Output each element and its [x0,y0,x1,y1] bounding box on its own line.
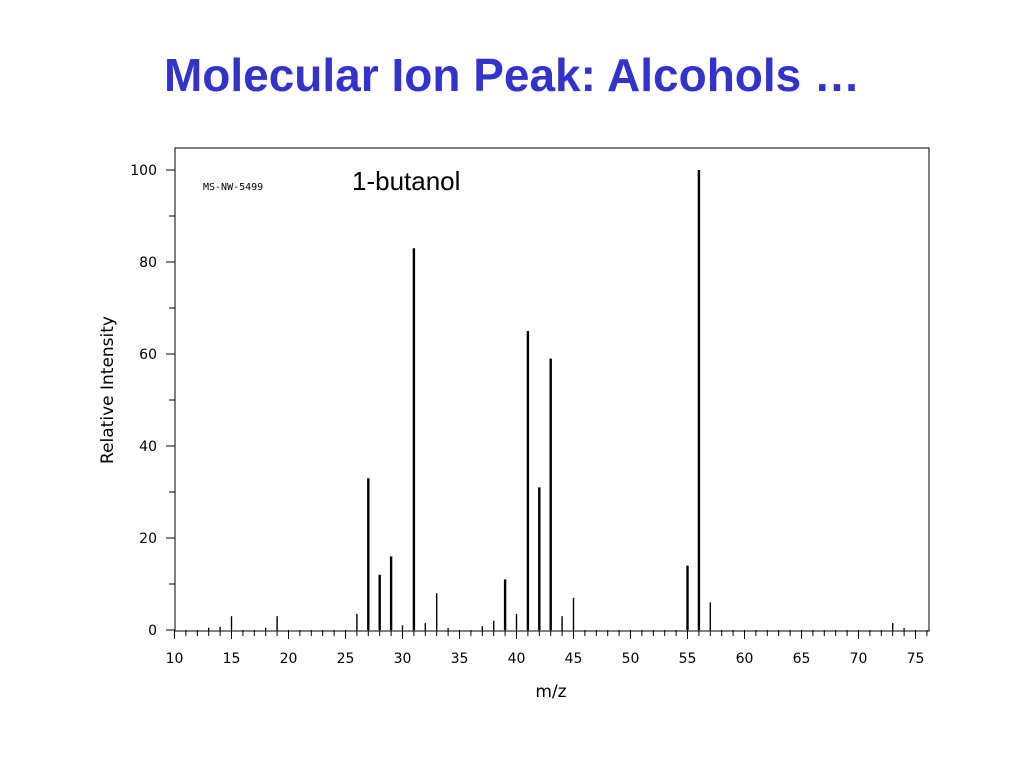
x-tick-label: 25 [337,651,355,667]
x-tick-label: 50 [622,651,640,667]
y-axis-title: Relative Intensity [98,316,118,464]
x-tick-label: 60 [736,651,754,667]
y-tick-label: 0 [148,623,157,639]
y-axis: 0 20 40 60 80 100 [130,163,175,639]
x-tick-label: 45 [565,651,583,667]
x-tick-label: 75 [907,651,925,667]
y-tick-label: 60 [139,347,157,363]
x-tick-label: 55 [679,651,697,667]
x-tick-label: 70 [850,651,868,667]
x-tick-label: 35 [451,651,469,667]
y-tick-label: 100 [130,163,157,179]
y-tick-label: 80 [139,255,157,271]
x-tick-label: 65 [793,651,811,667]
x-tick-label: 10 [166,651,184,667]
x-tick-label: 15 [223,651,241,667]
plot-frame [174,147,930,632]
x-tick-label: 40 [508,651,526,667]
x-tick-label: 20 [280,651,298,667]
x-axis-title: m/z [535,682,566,702]
peaks-layer [207,170,905,630]
spectrum-id-label: MS-NW-5499 [203,182,263,193]
compound-label: 1-butanol [352,166,460,196]
x-axis: 10 15 20 25 30 35 40 45 50 55 60 65 70 75 [166,630,928,667]
x-tick-label: 30 [394,651,412,667]
y-tick-label: 40 [139,439,157,455]
slide-title: Molecular Ion Peak: Alcohols … [163,49,861,101]
y-tick-label: 20 [139,531,157,547]
